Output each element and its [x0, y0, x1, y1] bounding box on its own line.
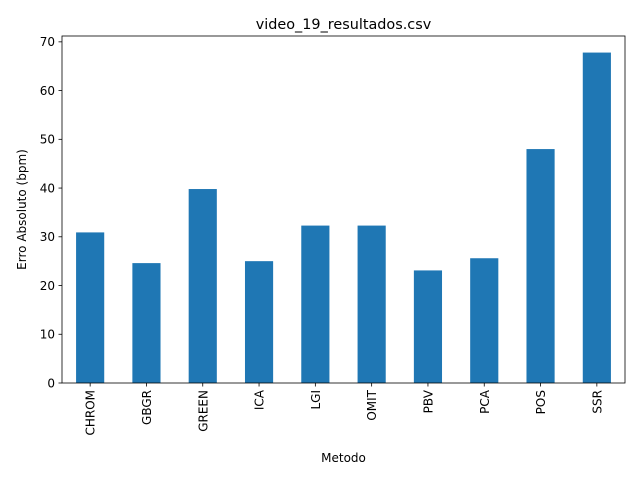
- bar-chrom: [76, 232, 105, 383]
- x-tick-label: GREEN: [196, 390, 210, 432]
- bar-ica: [244, 261, 274, 383]
- y-tick-label: 30: [40, 230, 55, 244]
- x-tick-label: PBV: [421, 389, 435, 413]
- y-axis-title: Erro Absoluto (bpm): [15, 149, 29, 270]
- x-tick-label: ICA: [253, 389, 267, 410]
- bar-green: [188, 189, 217, 383]
- bar-gbgr: [132, 263, 161, 383]
- y-tick-label: 0: [47, 376, 55, 390]
- bars-group: [76, 52, 611, 384]
- y-tick-label: 20: [40, 279, 55, 293]
- y-tick-label: 70: [40, 35, 55, 49]
- bar-lgi: [301, 225, 330, 383]
- y-tick-label: 50: [40, 133, 55, 147]
- y-tick-label: 60: [40, 84, 55, 98]
- x-tick-label: GBGR: [140, 390, 154, 425]
- x-axis-title: Metodo: [321, 451, 366, 465]
- plot-frame: [61, 35, 626, 384]
- x-tick-label: CHROM: [84, 390, 98, 436]
- x-axis: CHROM GBGR GREEN ICA LGI OMIT PBV PCA POS SSR: [84, 383, 604, 436]
- x-tick-label: PCA: [478, 389, 492, 414]
- chart-title: video_19_resultados.csv: [256, 17, 432, 33]
- x-tick-label: SSR: [590, 390, 604, 414]
- y-tick-label: 40: [40, 181, 55, 195]
- y-tick-label: 10: [40, 328, 55, 342]
- bar-omit: [357, 225, 386, 383]
- bar-ssr: [582, 52, 611, 384]
- x-tick-label: POS: [534, 390, 548, 414]
- x-tick-label: LGI: [309, 390, 323, 410]
- bar-pos: [526, 149, 555, 383]
- bar-pca: [470, 258, 499, 383]
- x-tick-label: OMIT: [365, 389, 379, 420]
- y-axis: 0 10 20 30 40 50 60 70: [40, 35, 62, 390]
- bar-pbv: [413, 270, 443, 383]
